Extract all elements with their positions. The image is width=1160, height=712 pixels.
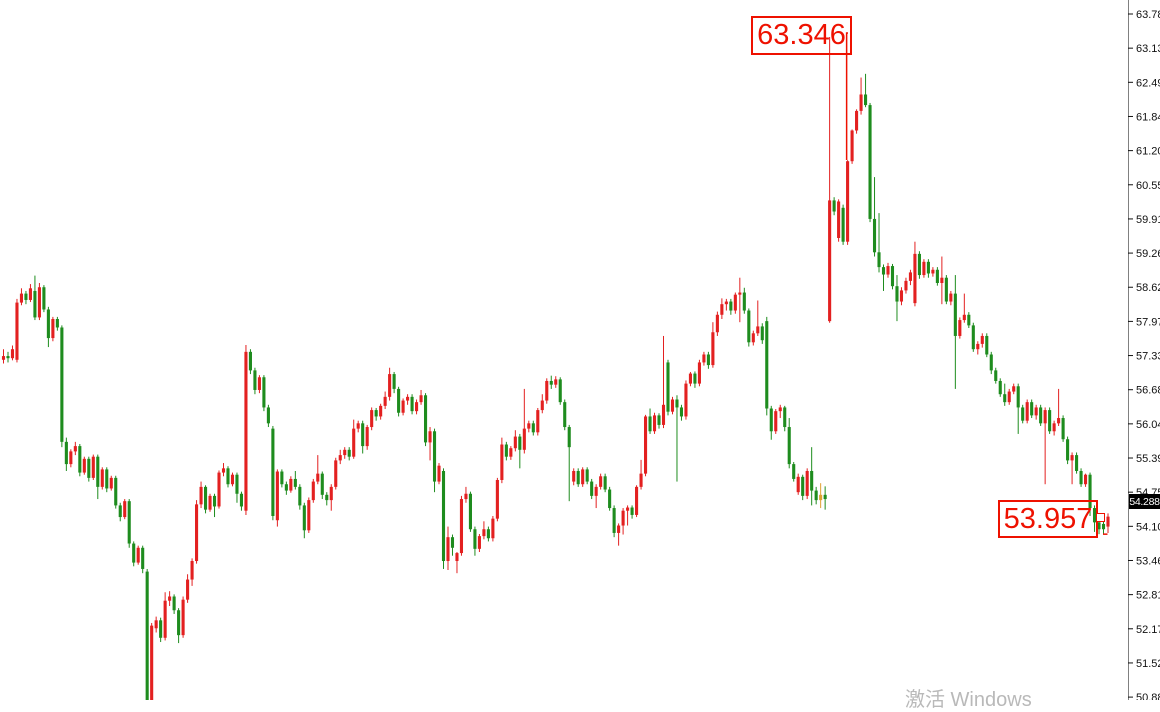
annotation-anchor-handle[interactable]: [1096, 513, 1105, 522]
svg-text:58.620: 58.620: [1136, 282, 1160, 294]
svg-text:51.525: 51.525: [1136, 658, 1160, 670]
svg-text:52.815: 52.815: [1136, 590, 1160, 602]
activate-windows-watermark: 激活 Windows: [905, 689, 1032, 711]
svg-text:57.330: 57.330: [1136, 351, 1160, 363]
svg-text:54.105: 54.105: [1136, 521, 1160, 533]
svg-text:56.040: 56.040: [1136, 419, 1160, 431]
svg-text:56.685: 56.685: [1136, 385, 1160, 397]
high-price-label: 63.346: [757, 19, 846, 51]
svg-text:53.460: 53.460: [1136, 555, 1160, 567]
current-price-value: 54.288: [1129, 495, 1160, 508]
svg-text:50.880: 50.880: [1136, 692, 1160, 700]
current-price-tag: 54.288: [1129, 494, 1160, 509]
svg-text:63.135: 63.135: [1136, 43, 1160, 55]
svg-text:59.265: 59.265: [1136, 248, 1160, 260]
svg-text:61.845: 61.845: [1136, 111, 1160, 123]
low-price-label: 53.957: [1003, 502, 1093, 535]
svg-text:61.200: 61.200: [1136, 146, 1160, 158]
svg-text:59.910: 59.910: [1136, 214, 1160, 226]
svg-text:57.975: 57.975: [1136, 316, 1160, 328]
svg-text:52.170: 52.170: [1136, 624, 1160, 636]
svg-text:62.490: 62.490: [1136, 77, 1160, 89]
svg-text:60.555: 60.555: [1136, 180, 1160, 192]
low-price-annotation[interactable]: 53.957: [998, 500, 1098, 538]
svg-text:63.780: 63.780: [1136, 9, 1160, 21]
high-price-annotation[interactable]: 63.346: [751, 16, 852, 55]
svg-text:55.395: 55.395: [1136, 453, 1160, 465]
